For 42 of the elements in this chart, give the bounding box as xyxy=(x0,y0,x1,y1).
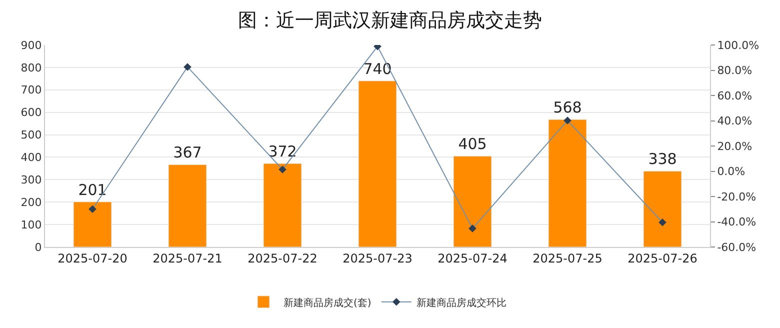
y-tick-label: 700 xyxy=(20,84,42,97)
data-label: 338 xyxy=(648,150,677,168)
y2-tick-label: 20.0% xyxy=(717,140,752,153)
y-tick-label: 900 xyxy=(20,38,42,52)
bar xyxy=(168,164,207,247)
data-label: 372 xyxy=(268,142,297,161)
data-label: 201 xyxy=(78,180,107,199)
bar xyxy=(453,156,492,247)
data-label: 568 xyxy=(553,98,582,117)
x-tick-label: 2025-07-22 xyxy=(248,251,318,266)
y-tick-label: 500 xyxy=(20,128,42,142)
x-tick-label: 2025-07-20 xyxy=(58,251,128,266)
y2-tick-label: 0.0% xyxy=(717,165,746,178)
data-label: 367 xyxy=(173,144,202,162)
y-tick-label: 0 xyxy=(34,240,42,254)
legend-label: 新建商品房成交环比 xyxy=(416,296,506,309)
x-tick-label: 2025-07-26 xyxy=(628,251,698,266)
y-tick-label: 400 xyxy=(20,151,42,164)
bar xyxy=(358,80,397,247)
x-tick-label: 2025-07-23 xyxy=(342,251,412,266)
y2-tick-label: 80.0% xyxy=(717,64,752,78)
y2-tick-label: -20.0% xyxy=(717,190,756,204)
y-tick-label: 200 xyxy=(20,196,42,209)
y-tick-label: 800 xyxy=(20,61,42,74)
y-tick-label: 600 xyxy=(20,106,42,120)
y2-tick-label: -40.0% xyxy=(717,216,756,229)
y-tick-label: 300 xyxy=(20,174,42,187)
x-tick-label: 2025-07-25 xyxy=(532,251,602,266)
y-tick-label: 100 xyxy=(20,218,42,232)
bar xyxy=(643,170,682,247)
y2-tick-label: 40.0% xyxy=(717,114,752,128)
x-tick-label: 2025-07-21 xyxy=(152,251,222,266)
bar xyxy=(263,163,302,247)
y2-tick-label: 100.0% xyxy=(717,38,760,52)
x-tick-label: 2025-07-24 xyxy=(438,251,508,266)
y2-tick-label: -60.0% xyxy=(717,240,756,254)
data-label: 405 xyxy=(458,135,487,154)
legend-label: 新建商品房成交(套) xyxy=(284,296,372,309)
y2-tick-label: 60.0% xyxy=(717,89,752,102)
bar xyxy=(73,202,112,247)
bar xyxy=(548,119,587,247)
chart-title: 图：近一周武汉新建商品房成交走势 xyxy=(238,9,542,32)
